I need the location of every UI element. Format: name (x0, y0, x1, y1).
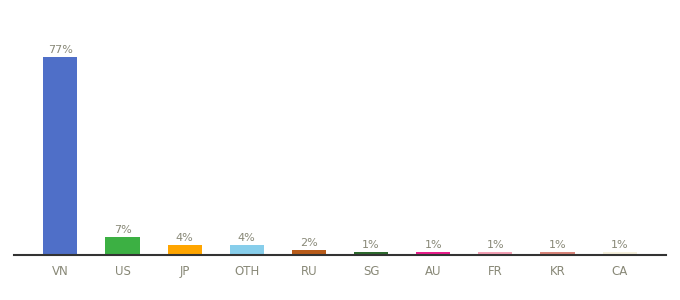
Text: 1%: 1% (611, 240, 628, 250)
Bar (105, 237, 139, 255)
Bar (478, 252, 513, 255)
Bar (292, 250, 326, 255)
Text: 4%: 4% (238, 232, 256, 243)
Bar (230, 245, 264, 255)
Bar (416, 252, 450, 255)
Bar (541, 252, 575, 255)
Text: 1%: 1% (549, 240, 566, 250)
Text: 77%: 77% (48, 45, 73, 55)
Text: 1%: 1% (424, 240, 442, 250)
Text: 2%: 2% (300, 238, 318, 248)
Text: 1%: 1% (487, 240, 504, 250)
Bar (602, 252, 636, 255)
Bar (44, 57, 78, 255)
Text: 7%: 7% (114, 225, 131, 235)
Text: 4%: 4% (175, 232, 194, 243)
Text: 1%: 1% (362, 240, 380, 250)
Bar (167, 245, 202, 255)
Bar (354, 252, 388, 255)
